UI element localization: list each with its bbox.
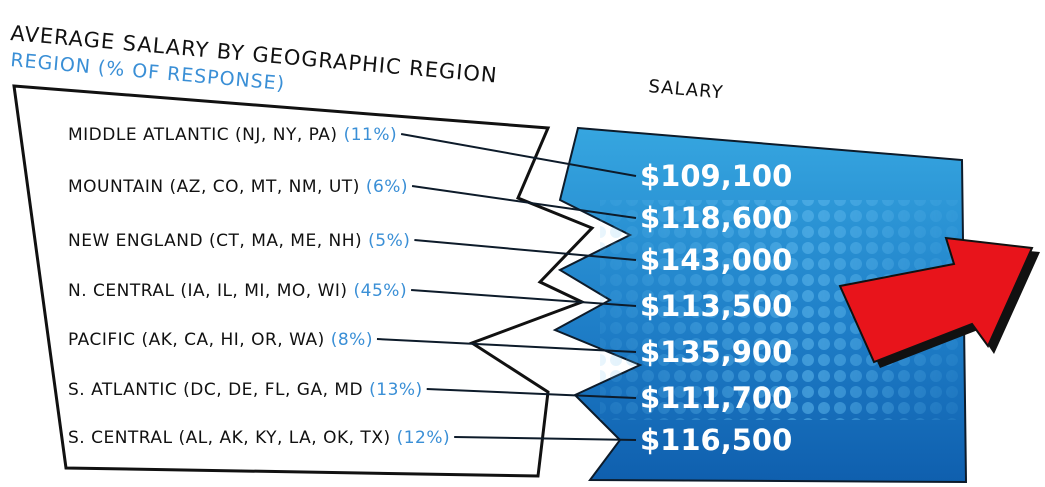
salary-value: $143,000 bbox=[640, 243, 792, 277]
region-share: (11%) bbox=[344, 125, 398, 145]
region-share: (45%) bbox=[354, 281, 408, 301]
region-share: (5%) bbox=[368, 231, 410, 251]
infographic: AVERAGE SALARY BY GEOGRAPHIC REGION REGI… bbox=[0, 0, 1045, 487]
region-name: MOUNTAIN (AZ, CO, MT, NM, UT) bbox=[68, 177, 360, 197]
salary-value: $111,700 bbox=[640, 381, 792, 415]
region-label: MOUNTAIN (AZ, CO, MT, NM, UT) (6%) bbox=[68, 177, 408, 197]
region-share: (6%) bbox=[366, 177, 408, 197]
salary-value: $118,600 bbox=[640, 201, 792, 235]
region-label: S. ATLANTIC (DC, DE, FL, GA, MD (13%) bbox=[68, 380, 423, 400]
region-share: (8%) bbox=[331, 330, 373, 350]
region-share: (12%) bbox=[397, 428, 451, 448]
region-name: S. CENTRAL (AL, AK, KY, LA, OK, TX) bbox=[68, 428, 391, 448]
region-label: MIDDLE ATLANTIC (NJ, NY, PA) (11%) bbox=[68, 125, 397, 145]
region-name: NEW ENGLAND (CT, MA, ME, NH) bbox=[68, 231, 362, 251]
region-label: N. CENTRAL (IA, IL, MI, MO, WI) (45%) bbox=[68, 281, 407, 301]
salary-value: $113,500 bbox=[640, 289, 792, 323]
region-name: PACIFIC (AK, CA, HI, OR, WA) bbox=[68, 330, 325, 350]
salary-value: $135,900 bbox=[640, 335, 792, 369]
region-name: MIDDLE ATLANTIC (NJ, NY, PA) bbox=[68, 125, 338, 145]
column-header: SALARY bbox=[648, 76, 725, 103]
region-name: N. CENTRAL (IA, IL, MI, MO, WI) bbox=[68, 281, 348, 301]
page: {"header": {"title": "AVERAGE SALARY BY … bbox=[0, 0, 1045, 487]
salary-value: $116,500 bbox=[640, 423, 792, 457]
salary-value: $109,100 bbox=[640, 159, 792, 193]
region-label: NEW ENGLAND (CT, MA, ME, NH) (5%) bbox=[68, 231, 410, 251]
region-name: S. ATLANTIC (DC, DE, FL, GA, MD bbox=[68, 380, 363, 400]
region-share: (13%) bbox=[369, 380, 423, 400]
